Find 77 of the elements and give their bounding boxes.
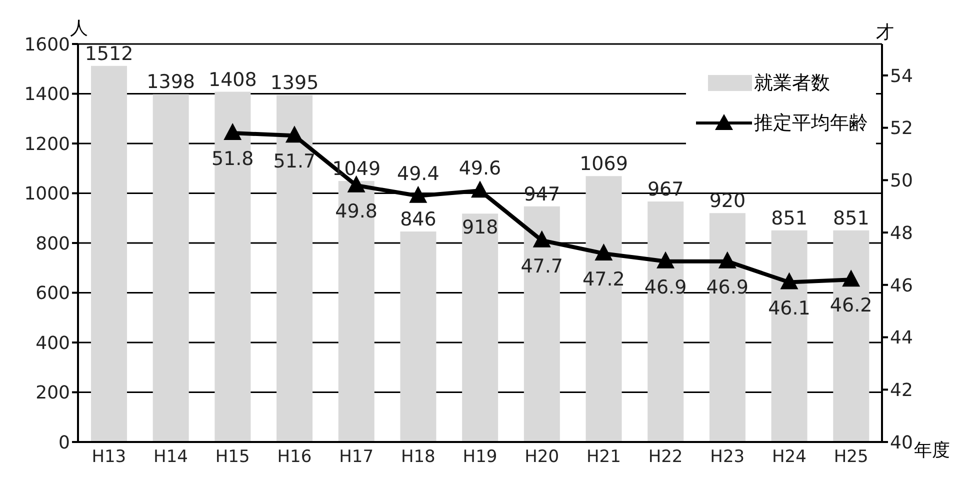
data-label: 51.7 (273, 150, 316, 173)
data-label: 851 (833, 207, 870, 230)
x-tick-label: H18 (400, 447, 436, 468)
data-label: 47.7 (520, 255, 563, 278)
y-tick-label: 400 (36, 332, 70, 354)
y-tick-label: 800 (36, 233, 70, 254)
point (656, 251, 675, 268)
data-label: 851 (771, 207, 808, 230)
point (842, 270, 860, 287)
y2-tick-label: 54 (890, 66, 913, 87)
data-label: 1395 (270, 72, 319, 94)
bar (462, 214, 498, 442)
data-label: 49.4 (397, 162, 440, 185)
bar (276, 94, 313, 442)
data-label: 1069 (580, 153, 628, 176)
y2-tick-label: 52 (890, 118, 913, 140)
bar (91, 66, 127, 442)
data-label: 46.9 (706, 276, 749, 298)
y-tick-label: 1400 (24, 84, 70, 106)
x-tick-label: H15 (215, 447, 250, 468)
bar (152, 94, 189, 442)
point (532, 230, 551, 248)
data-label: 918 (462, 216, 498, 239)
point (285, 126, 304, 143)
x-tick-label: H19 (462, 447, 498, 468)
y2-tick-label: 44 (890, 328, 913, 349)
x-tick-label: H24 (772, 447, 806, 468)
point (780, 272, 798, 290)
legend-label: 推定平均年齢 (754, 111, 868, 136)
data-label: 1408 (208, 68, 257, 91)
y-tick-label: 1000 (24, 184, 70, 205)
data-label: 46.1 (768, 297, 810, 320)
bar (338, 181, 374, 442)
x-tick-label: H23 (710, 447, 745, 468)
bar (524, 206, 560, 442)
bar (400, 232, 436, 442)
data-label: 46.2 (830, 294, 872, 317)
legend-label: 就業者数 (754, 71, 830, 96)
data-label: 51.8 (211, 148, 254, 170)
y-tick-label: 1200 (24, 134, 70, 155)
data-label: 1512 (84, 42, 134, 65)
point (409, 186, 428, 203)
data-label: 49.6 (458, 158, 502, 180)
y-tick-label: 1600 (24, 34, 70, 56)
x-tick-label: H13 (92, 447, 126, 468)
data-label: 1398 (146, 71, 196, 94)
y-tick-label: 200 (36, 382, 70, 404)
x-tick-label: H25 (834, 447, 868, 468)
point (594, 243, 613, 260)
y-axis-title: 人 (70, 17, 88, 40)
x-tick-label: H21 (586, 447, 621, 468)
data-label: 920 (709, 190, 746, 212)
point (347, 175, 366, 192)
y2-axis-title: 才 (876, 21, 894, 44)
point (718, 251, 736, 268)
point (224, 123, 242, 140)
y2-tick-label: 46 (890, 275, 913, 296)
data-label: 46.9 (644, 276, 687, 298)
y-tick-label: 600 (36, 283, 70, 304)
x-tick-label: H16 (277, 447, 312, 468)
bar (214, 92, 251, 442)
data-label: 47.2 (582, 268, 625, 290)
data-label: 846 (400, 208, 436, 231)
bar (586, 176, 622, 442)
data-label: 49.8 (335, 200, 378, 222)
x-tick-label: H14 (154, 447, 188, 468)
x-tick-label: H22 (648, 447, 683, 468)
y-tick-label: 0 (58, 432, 70, 454)
y2-tick-label: 42 (890, 380, 913, 402)
x-axis-title: 年度 (914, 439, 950, 462)
y2-tick-label: 48 (890, 222, 913, 244)
bar (709, 213, 746, 442)
bar (771, 230, 808, 442)
y2-tick-label: 40 (890, 432, 913, 454)
y2-tick-label: 50 (890, 170, 913, 192)
x-tick-label: H17 (339, 447, 374, 468)
x-tick-label: H20 (524, 447, 560, 468)
